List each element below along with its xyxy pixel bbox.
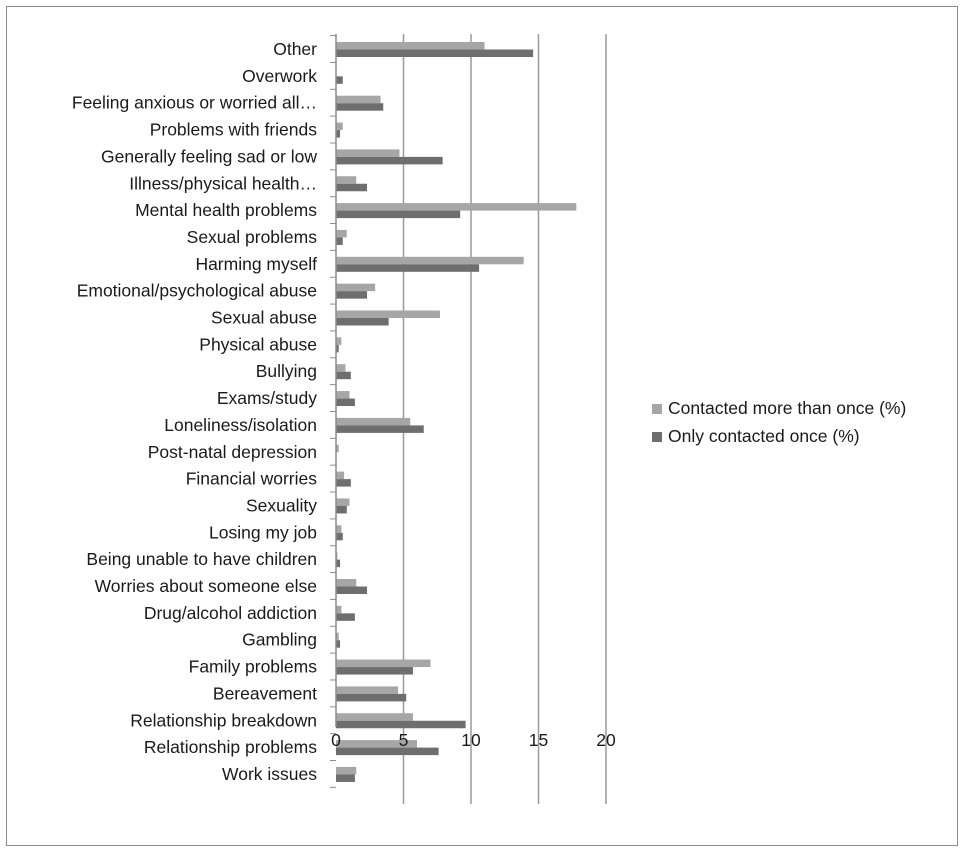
bar-feeling-anxious-or-worried-all-only-once [336,103,384,111]
bars [336,42,577,782]
bar-other-only-once [336,49,534,57]
bar-harming-myself-more-than-once [336,256,524,265]
bar-sexual-problems-only-once [336,237,343,245]
category-label-financial-worries: Financial worries [186,469,318,489]
bar-sexuality-only-once [336,505,347,514]
bar-mental-health-problems-more-than-once [336,203,577,211]
bar-relationship-breakdown-more-than-once [336,713,413,721]
legend-label-more-than-once: Contacted more than once (%) [668,398,906,418]
x-tick-label: 20 [596,730,616,750]
bar-financial-worries-more-than-once [336,471,345,480]
bar-drug-alcohol-addiction-only-once [336,613,355,621]
category-label-overwork: Overwork [242,66,317,86]
bar-bereavement-only-once [336,693,407,702]
bar-exams-study-more-than-once [336,391,350,399]
category-label-sexual-abuse: Sexual abuse [211,308,317,328]
bar-relationship-breakdown-only-once [336,720,466,729]
bar-emotional-psychological-abuse-more-than-once [336,283,376,292]
bar-worries-about-someone-else-more-than-once [336,579,357,587]
bar-illness-physical-health-more-than-once [336,176,357,184]
legend-swatch-more-than-once [652,404,662,414]
category-label-feeling-anxious-or-worried-all: Feeling anxious or worried all… [72,93,317,113]
bar-work-issues-more-than-once [336,766,357,775]
category-label-being-unable-to-have-children: Being unable to have children [86,549,317,569]
category-label-relationship-problems: Relationship problems [144,737,317,757]
bar-exams-study-only-once [336,398,355,407]
bar-sexual-problems-more-than-once [336,229,347,238]
category-label-gambling: Gambling [242,630,317,650]
category-label-problems-with-friends: Problems with friends [150,120,318,140]
bar-bullying-only-once [336,371,351,380]
bar-post-natal-depression-more-than-once [336,444,339,453]
x-tick-label: 5 [399,730,409,750]
bar-physical-abuse-only-once [336,344,339,353]
bar-overwork-only-once [336,76,343,84]
category-label-mental-health-problems: Mental health problems [135,200,317,220]
bar-emotional-psychological-abuse-only-once [336,291,368,299]
bar-chart: Other Overwork Feeling anxious or worried … [72,34,906,804]
bar-problems-with-friends-only-once [336,130,341,138]
bar-work-issues-only-once [336,774,355,782]
bar-drug-alcohol-addiction-more-than-once [336,605,342,614]
category-label-relationship-breakdown: Relationship breakdown [130,710,317,730]
category-label-bereavement: Bereavement [213,683,317,703]
bar-generally-feeling-sad-or-low-more-than-once [336,149,400,157]
x-tick-label: 10 [461,730,481,750]
legend-swatch-only-once [652,432,662,442]
bar-relationship-problems-only-once [336,747,439,756]
category-labels: Other Overwork Feeling anxious or worried … [72,39,317,784]
bar-generally-feeling-sad-or-low-only-once [336,156,443,165]
bar-feeling-anxious-or-worried-all-more-than-once [336,95,381,104]
axes [330,34,337,788]
chart-frame: Other Overwork Feeling anxious or worried … [6,6,958,846]
bar-family-problems-more-than-once [336,659,431,668]
category-label-sexuality: Sexuality [246,495,317,515]
category-label-harming-myself: Harming myself [195,254,317,274]
bar-losing-my-job-more-than-once [336,525,342,533]
bar-losing-my-job-only-once [336,532,343,541]
category-label-emotional-psychological-abuse: Emotional/psychological abuse [77,281,317,301]
bar-harming-myself-only-once [336,264,480,272]
bar-loneliness-isolation-only-once [336,425,424,433]
category-label-losing-my-job: Losing my job [209,522,317,542]
category-label-loneliness-isolation: Loneliness/isolation [164,415,317,435]
category-label-worries-about-someone-else: Worries about someone else [95,576,317,596]
category-label-illness-physical-health: Illness/physical health… [129,173,317,193]
bar-illness-physical-health-only-once [336,183,368,192]
category-label-sexual-problems: Sexual problems [187,227,318,247]
bar-bereavement-more-than-once [336,686,399,694]
legend-label-only-once: Only contacted once (%) [668,426,860,446]
category-label-work-issues: Work issues [222,764,317,784]
gridlines [402,34,607,804]
bar-financial-worries-only-once [336,479,351,487]
bar-bullying-more-than-once [336,364,346,372]
category-label-other: Other [273,39,317,59]
bar-sexual-abuse-more-than-once [336,310,440,318]
bar-other-more-than-once [336,42,485,50]
x-tick-label: 15 [529,730,548,750]
x-tick-labels: 0 5 10 15 20 [331,730,616,750]
category-label-family-problems: Family problems [189,657,318,677]
bar-being-unable-to-have-children-only-once [336,559,341,568]
bar-relationship-problems-more-than-once [336,740,417,748]
bar-problems-with-friends-more-than-once [336,122,343,131]
x-tick-label: 0 [331,730,341,750]
bar-loneliness-isolation-more-than-once [336,417,411,426]
bar-worries-about-someone-else-only-once [336,586,368,594]
bar-gambling-only-once [336,640,341,648]
bar-sexual-abuse-only-once [336,318,389,326]
category-label-bullying: Bullying [256,361,317,381]
bar-physical-abuse-more-than-once [336,337,342,345]
legend: Contacted more than once (%) Only contact… [652,398,906,446]
category-label-generally-feeling-sad-or-low: Generally feeling sad or low [101,146,317,166]
bar-sexuality-more-than-once [336,498,350,506]
bar-gambling-more-than-once [336,632,339,641]
category-label-exams-study: Exams/study [217,388,317,408]
category-label-physical-abuse: Physical abuse [199,334,317,354]
category-label-drug-alcohol-addiction: Drug/alcohol addiction [144,603,317,623]
category-label-post-natal-depression: Post-natal depression [148,442,317,462]
bar-mental-health-problems-only-once [336,210,461,219]
bar-family-problems-only-once [336,667,413,675]
